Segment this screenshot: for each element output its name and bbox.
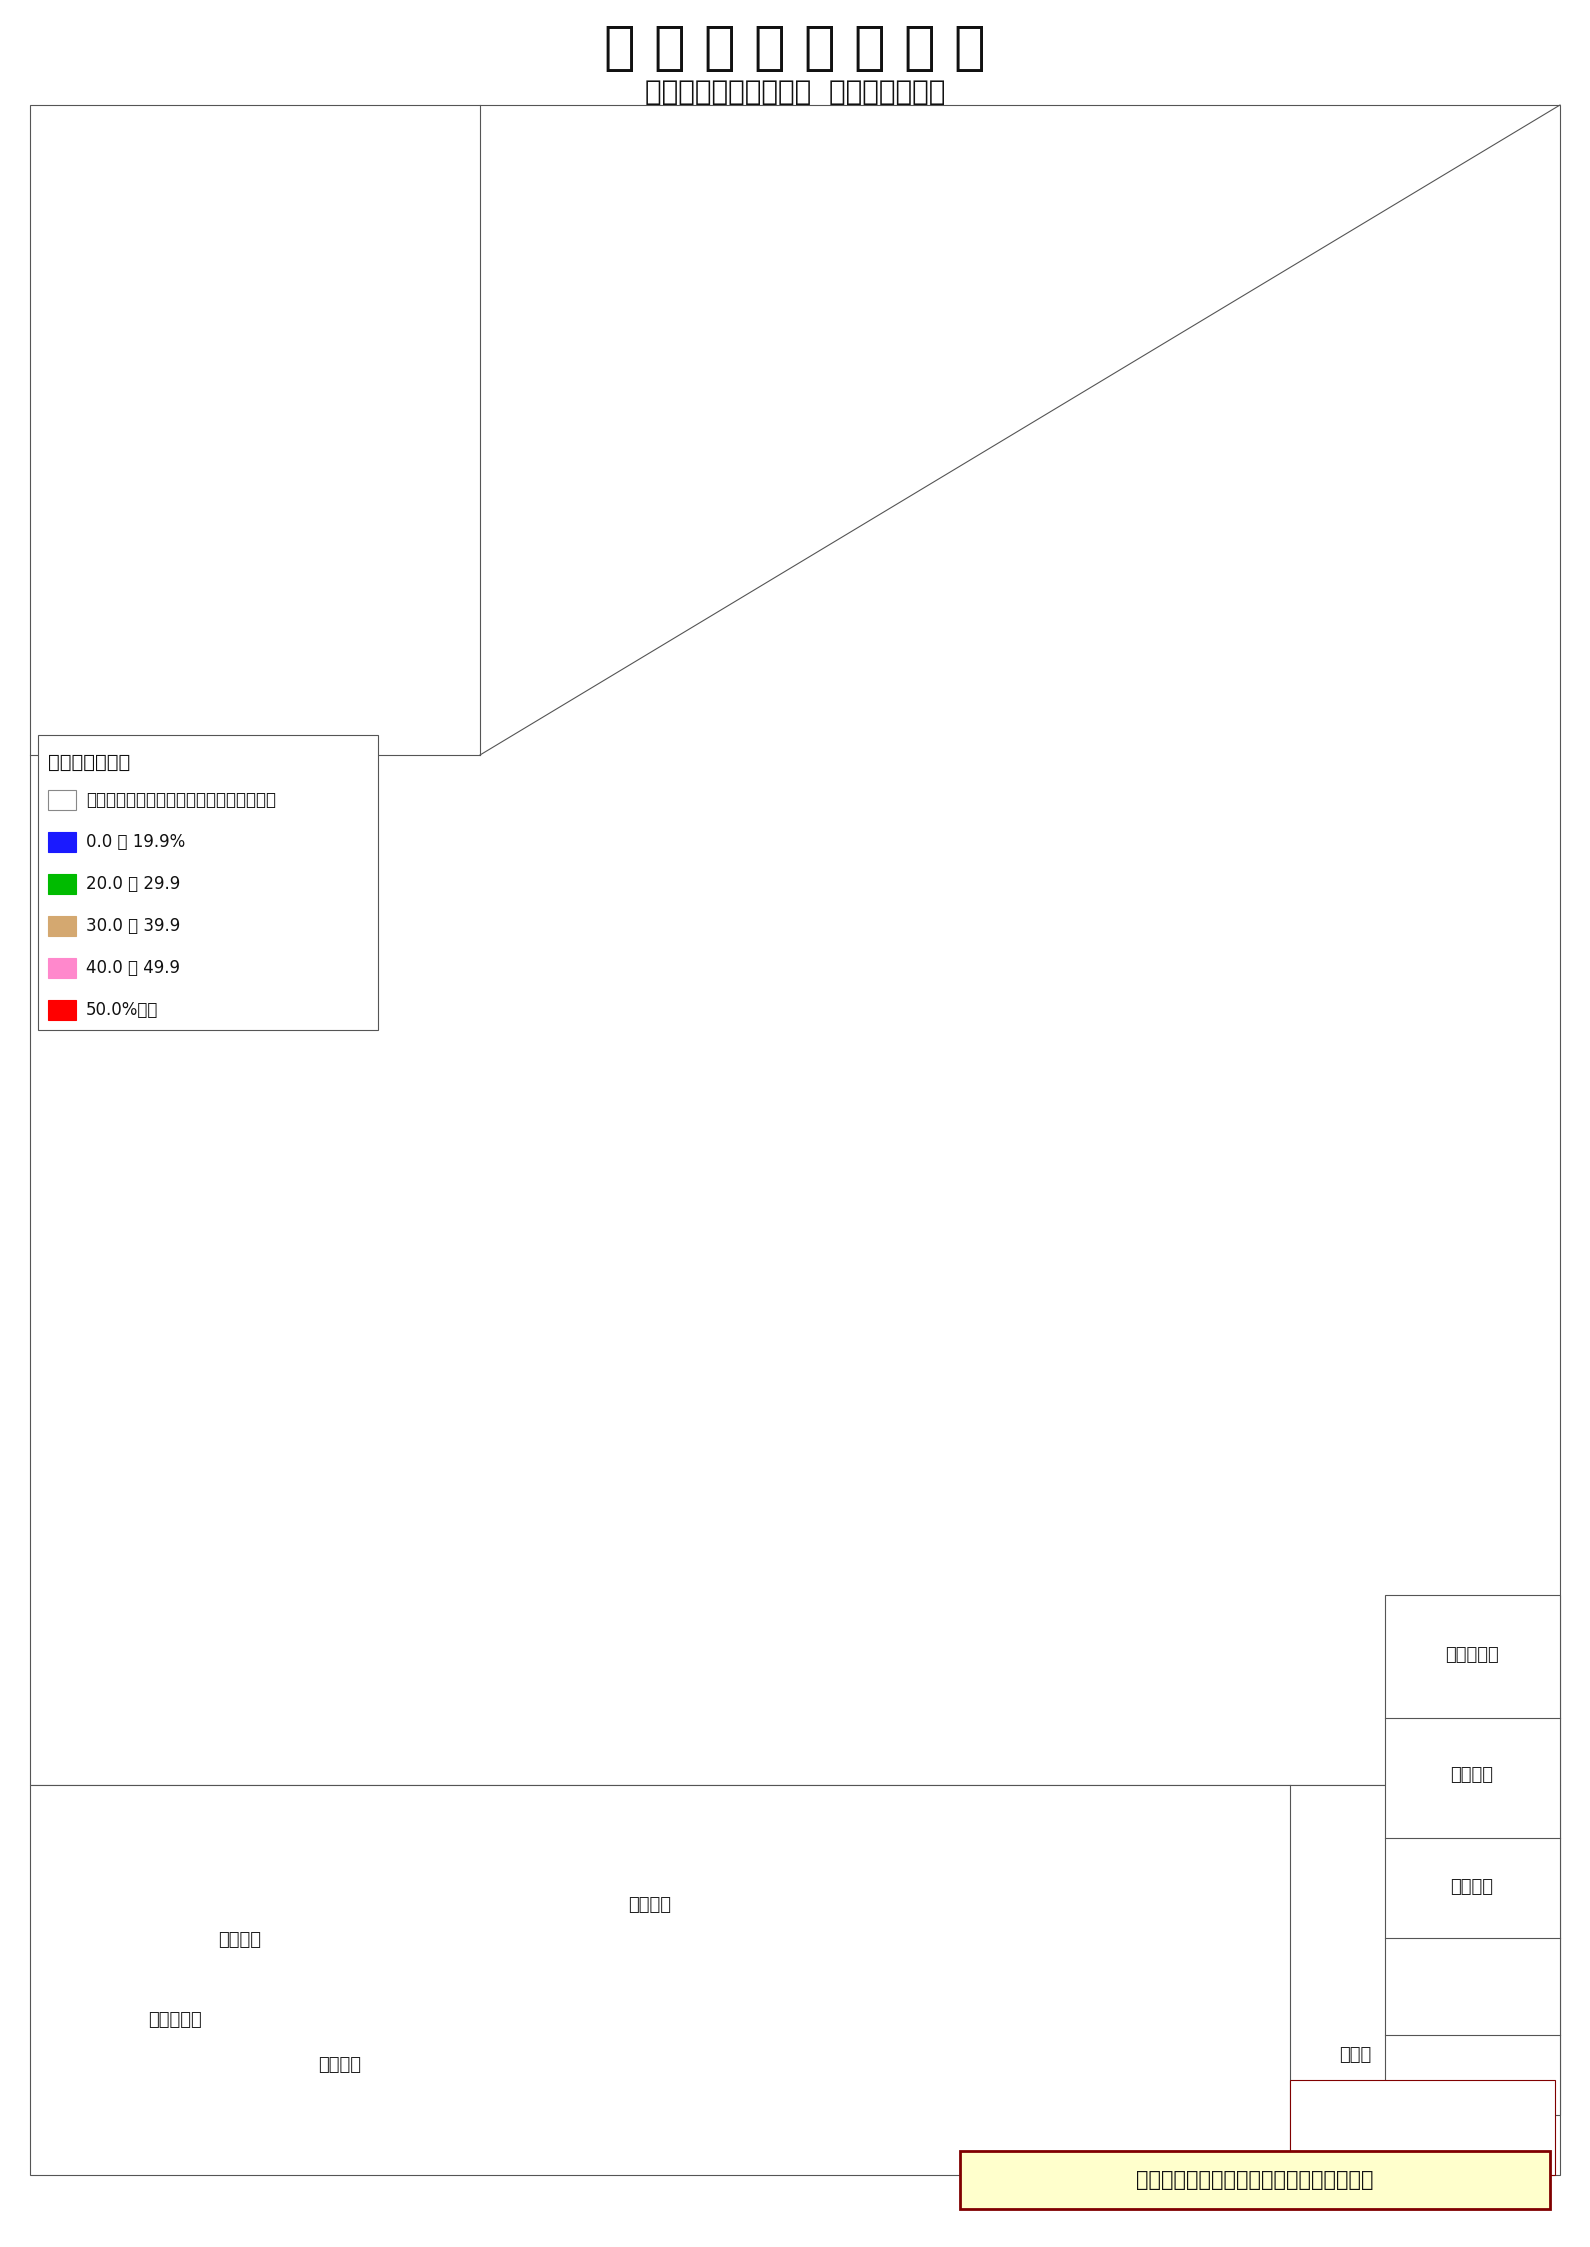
- Text: 30.0 ～ 39.9: 30.0 ～ 39.9: [86, 917, 180, 935]
- Bar: [30, 1784, 1560, 2175]
- Text: 大東諸島: 大東諸島: [1450, 1878, 1493, 1896]
- Bar: [48, 791, 76, 809]
- Text: 八重山列島: 八重山列島: [148, 2011, 202, 2029]
- Bar: [30, 106, 1560, 1784]
- Text: 小笠原諸島: 小笠原諸島: [1445, 1647, 1499, 1665]
- Text: 火山列島: 火山列島: [1450, 1766, 1493, 1784]
- Text: 尖閣諸島: 尖閣諸島: [218, 1930, 261, 1948]
- Text: 総務省統計局　（統計調査部地理情報室）: 総務省統計局 （統計調査部地理情報室）: [1137, 2171, 1374, 2191]
- Bar: [960, 2150, 1550, 2209]
- Text: 50.0%以上: 50.0%以上: [86, 1000, 159, 1018]
- Text: 20.0 ～ 29.9: 20.0 ～ 29.9: [86, 874, 180, 892]
- Text: 0.0 ～ 19.9%: 0.0 ～ 19.9%: [86, 834, 186, 852]
- Text: 南鳥島: 南鳥島: [1339, 2047, 1371, 2065]
- Bar: [48, 831, 76, 852]
- Text: ０（常住人口が０人又は老年人口が０人）: ０（常住人口が０人又は老年人口が０人）: [86, 791, 277, 809]
- Text: 沖縄諸島: 沖縄諸島: [628, 1896, 671, 1914]
- Text: 地域メッシュ統計地図  老年人口の割合: 地域メッシュ統計地図 老年人口の割合: [646, 79, 944, 106]
- Text: 老年人口の割合: 老年人口の割合: [48, 753, 130, 773]
- Bar: [48, 874, 76, 894]
- Text: 平 成 ７ 年 国 勢 調 査: 平 成 ７ 年 国 勢 調 査: [604, 22, 986, 74]
- Text: 宮古列島: 宮古列島: [318, 2056, 361, 2074]
- Bar: [48, 917, 76, 937]
- Bar: [1289, 2081, 1555, 2175]
- Bar: [48, 1000, 76, 1020]
- Text: 40.0 ～ 49.9: 40.0 ～ 49.9: [86, 959, 180, 977]
- Bar: [48, 957, 76, 977]
- Bar: [38, 735, 378, 1029]
- Bar: [1385, 1595, 1560, 2114]
